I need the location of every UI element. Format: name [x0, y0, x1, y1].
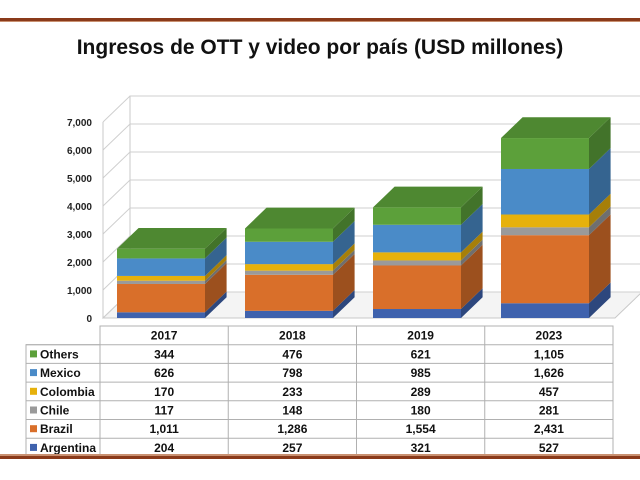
- legend-label: Colombia: [40, 385, 95, 399]
- x-category-label: 2018: [279, 329, 306, 343]
- bar-chile-2018: [245, 249, 355, 275]
- top-frame-bar: [0, 0, 640, 22]
- table-cell: 621: [411, 347, 431, 361]
- legend-label: Others: [40, 347, 79, 361]
- y-tick-label: 1,000: [67, 286, 92, 297]
- table-cell: 344: [154, 347, 174, 361]
- bar-argentina-2017: [117, 291, 227, 318]
- table-cell: 321: [411, 441, 431, 455]
- bar-colombia-2018: [245, 243, 355, 271]
- x-category-label: 2017: [151, 329, 178, 343]
- legend-swatch-mexico: [30, 369, 37, 377]
- table-cell: 180: [411, 404, 431, 418]
- x-category-label: 2023: [536, 329, 563, 343]
- table-cell: 626: [154, 366, 174, 380]
- data-table: 2017 2018 2019 2023 Others 344 476 621 1,105 Mexi…: [25, 325, 614, 458]
- bar-brazil-2018: [245, 253, 355, 311]
- bar-mexico-2019: [373, 203, 483, 253]
- legend-label: Chile: [40, 404, 70, 418]
- table-cell: 289: [411, 385, 431, 399]
- legend-swatch-others: [30, 350, 37, 358]
- y-tick-label: 7,000: [67, 118, 92, 129]
- bar-mexico-2023: [501, 148, 611, 215]
- bar-chile-2017: [117, 259, 227, 284]
- table-cell: 281: [539, 404, 559, 418]
- bar-others-2017: [117, 227, 227, 259]
- table-cell: 476: [282, 347, 302, 361]
- y-tick-label: 0: [86, 314, 92, 325]
- table-cell: 1,105: [534, 347, 564, 361]
- x-category-label: 2019: [407, 329, 434, 343]
- bar-argentina-2023: [501, 282, 611, 318]
- bar-others-2019: [373, 186, 483, 225]
- bar-chile-2019: [373, 239, 483, 266]
- legend-swatch-argentina: [30, 443, 37, 451]
- table-cell: 985: [411, 366, 431, 380]
- y-tick-label: 3,000: [67, 230, 92, 241]
- gridline: [102, 123, 640, 151]
- y-tick-label: 2,000: [67, 258, 92, 269]
- bottom-frame-bar: [0, 454, 640, 480]
- bar-mexico-2018: [245, 220, 355, 265]
- bar-chile-2023: [501, 206, 611, 236]
- bar-argentina-2019: [373, 288, 483, 318]
- gridline: [102, 179, 640, 207]
- table-cell: 233: [282, 385, 302, 399]
- table-cell: 457: [539, 385, 559, 399]
- gridline: [102, 151, 640, 179]
- bar-stack-2023: [501, 117, 611, 318]
- table-cell: 527: [539, 441, 559, 455]
- bar-stack-2017: [117, 227, 227, 318]
- table-cell: 170: [154, 385, 174, 399]
- table-cell: 117: [154, 404, 174, 418]
- bar-colombia-2023: [501, 193, 611, 228]
- bar-others-2023: [501, 117, 611, 169]
- bar-stack-2018: [245, 207, 355, 318]
- chart-title: Ingresos de OTT y video por país (USD mi…: [76, 36, 564, 59]
- bar-colombia-2019: [373, 231, 483, 261]
- bar-stack-2019: [373, 186, 483, 318]
- legend-swatch-colombia: [30, 387, 37, 395]
- legend-label: Mexico: [40, 366, 81, 380]
- y-tick-label: 5,000: [67, 174, 92, 185]
- bar-brazil-2019: [373, 244, 483, 310]
- bar-others-2018: [245, 207, 355, 242]
- legend-label: Argentina: [40, 441, 96, 455]
- table-cell: 148: [282, 404, 302, 418]
- table-cell: 1,554: [406, 422, 436, 436]
- bar-colombia-2017: [117, 255, 227, 281]
- table-cell: 2,431: [534, 422, 564, 436]
- table-cell: 1,286: [277, 422, 307, 436]
- table-cell: 1,011: [149, 422, 179, 436]
- legend-label: Brazil: [40, 422, 73, 436]
- gridline: [102, 95, 640, 123]
- bar-brazil-2023: [501, 214, 611, 304]
- bar-mexico-2017: [117, 237, 227, 276]
- bar-argentina-2018: [245, 290, 355, 318]
- bar-brazil-2017: [117, 263, 227, 313]
- legend-swatch-chile: [30, 406, 37, 414]
- y-tick-label: 6,000: [67, 146, 92, 157]
- legend-swatch-brazil: [30, 425, 37, 433]
- table-cell: 257: [282, 441, 302, 455]
- y-tick-label: 4,000: [67, 202, 92, 213]
- table-cell: 798: [282, 366, 302, 380]
- table-cell: 1,626: [534, 366, 564, 380]
- table-cell: 204: [154, 441, 174, 455]
